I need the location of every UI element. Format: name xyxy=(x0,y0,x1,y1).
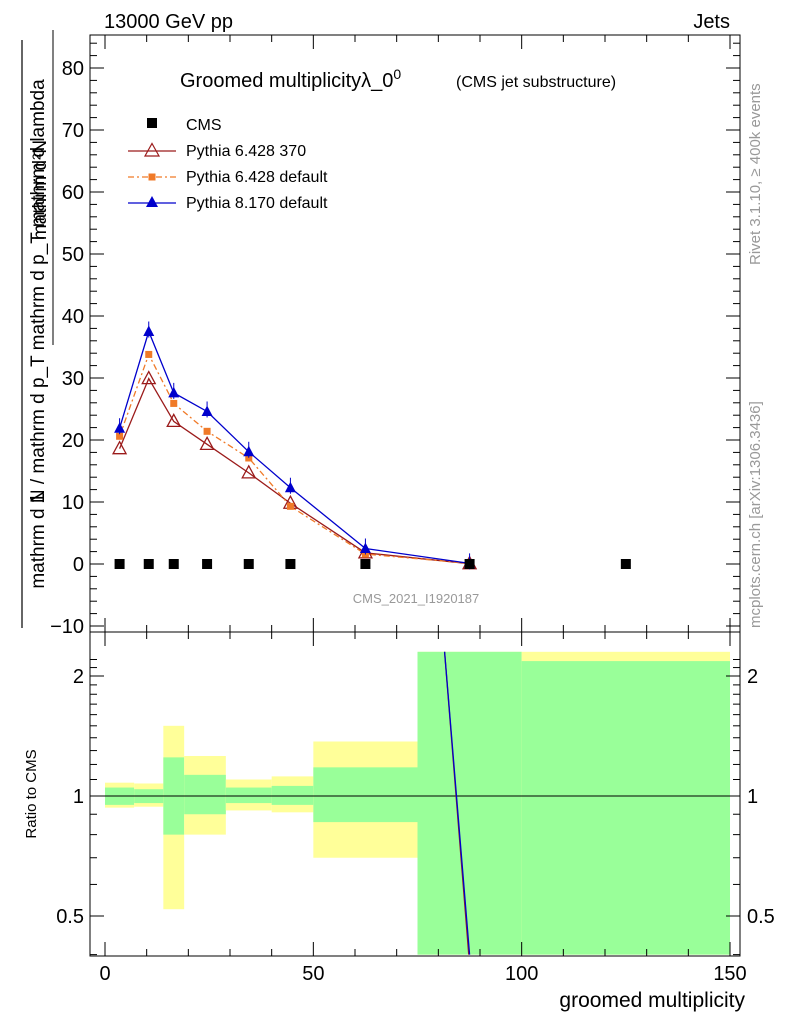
main-y-axis-label: 1 mathrm d²N mathrm d N / mathrm d p_T m… xyxy=(21,30,54,628)
data-point-cms xyxy=(464,559,475,569)
ylabel-inner-numerator: mathrm d²N xyxy=(30,140,51,240)
rivet-label: Rivet 3.1.10, ≥ 400k events xyxy=(747,83,764,265)
data-point-cms xyxy=(168,559,179,569)
chart-title-text: Groomed multiplicityλ_0 xyxy=(180,70,393,92)
ratio-band-green xyxy=(521,661,731,955)
ratio-band-green xyxy=(225,787,272,804)
ylabel-denominator: mathrm d N / mathrm d p_T mathrm d p_T m… xyxy=(28,79,49,589)
data-point-py6-default xyxy=(170,399,178,407)
data-point-py6-default xyxy=(245,454,253,462)
legend-marker-py6-370 xyxy=(143,142,161,157)
data-point-cms xyxy=(114,559,125,569)
data-point-py8-default xyxy=(243,445,255,457)
ratio-band-green xyxy=(313,767,418,823)
y-tick-label: 80 xyxy=(62,58,84,80)
y-tick-label: −10 xyxy=(50,616,84,638)
y-tick-label: 30 xyxy=(62,368,84,390)
x-axis-label: groomed multiplicity xyxy=(559,989,745,1012)
ratio-bands xyxy=(105,651,731,955)
data-point-py6-default xyxy=(116,432,124,440)
energy-label: 13000 GeV pp xyxy=(104,11,233,33)
data-point-py6-370 xyxy=(166,413,182,428)
ratio-lines xyxy=(443,651,471,955)
legend-label-py6-default: Pythia 6.428 default xyxy=(186,169,328,186)
main-axis-ticks: −10 0 10 20 30 40 50 60 70 80 xyxy=(50,35,740,638)
ratio-frame xyxy=(89,631,741,957)
x-tick-label: 50 xyxy=(302,963,324,985)
data-point-py6-default xyxy=(145,350,153,358)
legend-label-py6-370: Pythia 6.428 370 xyxy=(186,143,306,160)
data-point-cms xyxy=(243,559,254,569)
data-point-cms xyxy=(620,559,631,569)
mcplots-label: mcplots.cern.ch [arXiv:1306.3436] xyxy=(747,401,764,628)
ratio-tick-label-right: 2 xyxy=(747,666,758,688)
data-point-py8-default xyxy=(143,325,155,336)
ratio-band-green xyxy=(417,651,522,955)
ratio-tick-label: 0.5 xyxy=(56,906,84,928)
legend-marker-py8-default xyxy=(146,196,158,207)
x-tick-label: 0 xyxy=(99,963,110,985)
data-point-py6-370 xyxy=(241,464,257,479)
series-line-2 xyxy=(118,329,470,565)
x-tick-label: 100 xyxy=(505,963,538,985)
y-tick-label: 20 xyxy=(62,430,84,452)
category-label: Jets xyxy=(693,11,730,33)
ratio-tick-label-right: 1 xyxy=(747,786,758,808)
chart-subtitle: (CMS jet substructure) xyxy=(456,74,616,91)
ratio-tick-label: 1 xyxy=(73,786,84,808)
ratio-band-green xyxy=(184,774,226,815)
y-tick-label: 10 xyxy=(62,492,84,514)
x-axis: 0 50 100 150 xyxy=(99,632,747,985)
data-point-cms xyxy=(143,559,154,569)
ratio-tick-label: 2 xyxy=(73,666,84,688)
data-point-py6-370 xyxy=(199,435,215,450)
ratio-panel: 0.5 0.5 1 1 2 2 Ratio to CMS xyxy=(23,631,775,957)
ratio-y-label: Ratio to CMS xyxy=(23,749,40,838)
main-series-group xyxy=(111,321,631,570)
data-point-cms xyxy=(360,559,371,569)
x-tick-label: 150 xyxy=(713,963,746,985)
ratio-axis-ticks: 0.5 0.5 1 1 2 2 xyxy=(56,659,775,956)
data-point-py6-default xyxy=(203,427,211,435)
ratio-band-green xyxy=(271,785,314,805)
data-point-py8-default xyxy=(201,405,213,416)
data-point-py8-default xyxy=(114,422,126,433)
data-point-py6-370 xyxy=(141,370,157,385)
ylabel-one: 1 xyxy=(27,492,49,503)
data-point-py8-default xyxy=(284,481,296,493)
data-point-py6-370 xyxy=(111,440,128,455)
data-point-cms xyxy=(202,559,213,569)
data-point-py8-default xyxy=(168,386,180,398)
chart-title-sup: 0 xyxy=(393,66,401,82)
legend-marker-cms xyxy=(147,118,157,128)
y-tick-label: 70 xyxy=(62,120,84,142)
y-tick-label: 50 xyxy=(62,244,84,266)
data-point-py8-default xyxy=(359,542,371,553)
y-tick-label: 60 xyxy=(62,182,84,204)
legend: CMS Pythia 6.428 370 Pythia 6.428 defaul… xyxy=(128,117,328,212)
chart-title: Groomed multiplicityλ_00 xyxy=(180,66,401,92)
analysis-watermark: CMS_2021_I1920187 xyxy=(353,591,480,606)
data-point-cms xyxy=(285,559,296,569)
legend-marker-py6-default xyxy=(148,173,156,181)
series-line-1 xyxy=(118,352,470,565)
ratio-tick-label-right: 0.5 xyxy=(747,906,775,928)
y-tick-label: 0 xyxy=(73,554,84,576)
legend-label-py8-default: Pythia 8.170 default xyxy=(186,195,328,212)
data-point-py6-default xyxy=(286,502,294,510)
series-line-0 xyxy=(118,377,470,565)
y-tick-label: 40 xyxy=(62,306,84,328)
legend-label-cms: CMS xyxy=(186,117,222,134)
ratio-line-1 xyxy=(443,651,471,955)
